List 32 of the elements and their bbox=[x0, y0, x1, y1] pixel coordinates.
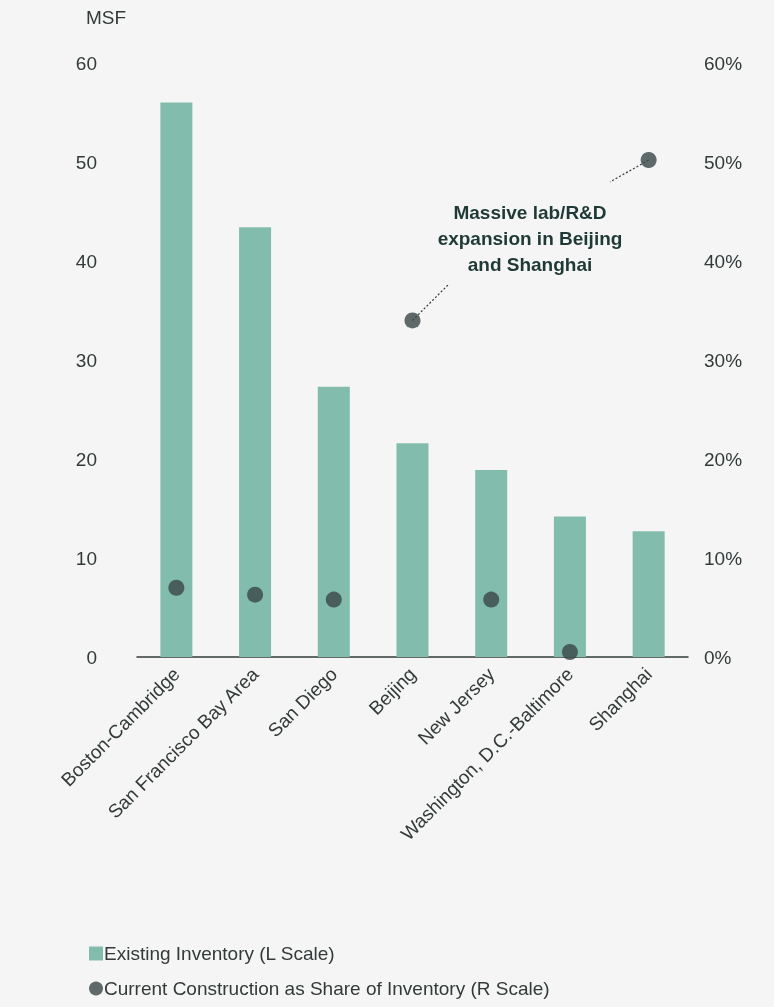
y2-tick-label: 10% bbox=[704, 547, 743, 569]
bar bbox=[317, 386, 350, 657]
bar bbox=[632, 531, 665, 657]
point bbox=[404, 312, 421, 329]
bar bbox=[396, 443, 429, 657]
point bbox=[325, 591, 342, 608]
y-tick-label: 10 bbox=[75, 547, 97, 569]
legend-label: Current Construction as Share of Inventory (R Scale) bbox=[104, 978, 550, 999]
y2-tick-label: 0% bbox=[704, 646, 732, 668]
point bbox=[640, 152, 657, 169]
y2-tick-label: 30% bbox=[704, 349, 743, 371]
bar bbox=[239, 227, 272, 657]
point bbox=[483, 591, 500, 608]
y-tick-label: 20 bbox=[75, 448, 97, 470]
y-tick-label: 40 bbox=[75, 250, 97, 272]
point bbox=[168, 579, 185, 596]
legend-label: Existing Inventory (L Scale) bbox=[104, 943, 335, 964]
bar bbox=[160, 102, 193, 657]
y2-tick-label: 40% bbox=[704, 250, 743, 272]
annotation: Massive lab/R&D expansion in Beijing and Shanghai bbox=[437, 201, 623, 275]
point bbox=[561, 644, 578, 661]
y-axis-title: MSF bbox=[86, 7, 127, 28]
y-tick-label: 50 bbox=[75, 151, 97, 173]
y2-tick-label: 20% bbox=[704, 448, 743, 470]
point bbox=[247, 586, 264, 603]
y-tick-label: 60 bbox=[75, 52, 97, 74]
bar bbox=[553, 516, 586, 657]
y-tick-label: 0 bbox=[86, 646, 97, 668]
y-tick-label: 30 bbox=[75, 349, 97, 371]
y2-tick-label: 50% bbox=[704, 151, 743, 173]
bar bbox=[475, 469, 508, 657]
y2-tick-label: 60% bbox=[704, 52, 743, 74]
